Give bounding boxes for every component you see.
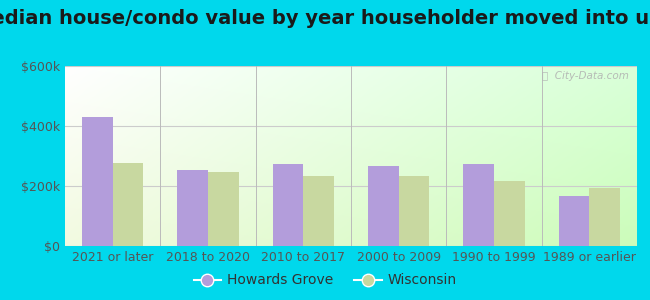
Bar [208,172,239,246]
Bar [590,188,620,246]
Bar [273,164,304,246]
Bar [368,166,398,246]
Text: ⓘ  City-Data.com: ⓘ City-Data.com [541,71,629,81]
Bar [559,196,590,246]
Text: Median house/condo value by year householder moved into unit: Median house/condo value by year househo… [0,9,650,28]
Bar [112,163,143,246]
Bar [304,176,334,246]
Legend: Howards Grove, Wisconsin: Howards Grove, Wisconsin [188,268,462,293]
Bar [494,181,525,246]
Bar [82,117,112,246]
Bar [463,164,494,246]
Bar [398,176,429,246]
Bar [177,169,208,246]
